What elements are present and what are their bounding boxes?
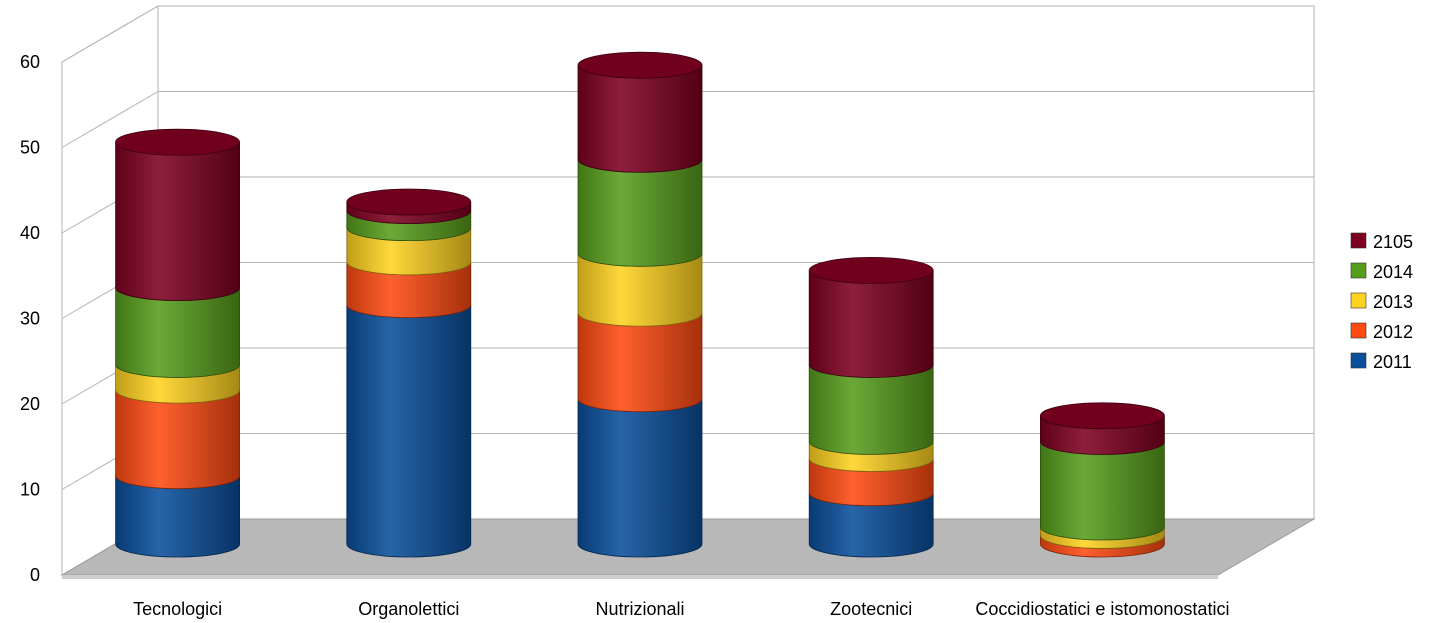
legend-label: 2012 [1373,322,1413,342]
y-tick-label: 50 [20,138,40,158]
y-tick-label: 0 [30,565,40,585]
legend-label: 2105 [1373,232,1413,252]
y-tick-label: 10 [20,480,40,500]
bar-segment [1040,441,1165,541]
x-category-label: Tecnologici [133,599,222,619]
bar-stack [346,188,472,558]
x-category-label: Zootecnici [830,599,912,619]
bar-stack [577,51,703,558]
y-tick-label: 60 [20,52,40,72]
x-category-label: Coccidiostatici e istomonostatici [975,599,1229,619]
bar-stack [1040,402,1165,558]
legend-label: 2011 [1373,352,1412,372]
legend-label: 2013 [1373,292,1413,312]
legend: 2105 2014 2013 2012 2011 [1350,232,1413,372]
legend-swatch [1350,232,1367,249]
bar-top [115,128,241,156]
gridline-side [61,91,159,148]
bar-segment [577,313,703,413]
bar-segment [808,270,934,378]
bar-segment [808,364,934,455]
bar-top [1040,402,1165,430]
y-axis-ticks: 0 10 20 30 40 50 60 [20,52,40,585]
bar-top [346,188,472,216]
bar-segment [115,142,240,301]
legend-swatch [1350,352,1367,369]
y-tick-label: 30 [20,309,40,329]
legend-swatch [1350,262,1367,279]
y-tick-label: 40 [20,223,40,243]
x-category-label: Organolettici [358,599,459,619]
bar-top [808,256,934,284]
legend-swatch [1350,292,1367,309]
x-category-label: Nutrizionali [595,599,684,619]
bar-segment [346,304,472,558]
bar-segment [115,390,240,489]
bars [115,51,1165,558]
y-tick-label: 20 [20,394,40,414]
bar-stack [808,256,934,558]
bar-segment [115,287,240,378]
bar-segment [577,398,703,558]
legend-swatch [1350,322,1367,339]
bar-top [577,51,703,79]
floor-edge [62,575,1218,579]
bar-stack [115,128,241,558]
gridline-side [61,5,159,63]
bar-segment [577,65,703,173]
legend-label: 2014 [1373,262,1413,282]
bar-segment [577,159,703,267]
x-axis-labels: Tecnologici Organolettici Nutrizionali Zoot… [133,599,1229,619]
